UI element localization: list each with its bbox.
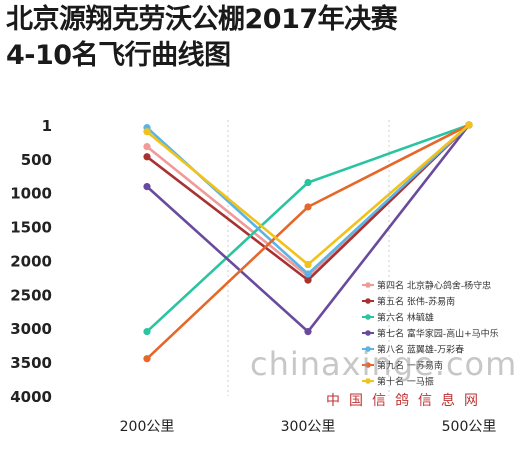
watermark-cn: 中国信鸽信息网 [326,392,487,409]
y-tick-label: 1000 [10,185,52,203]
data-point [143,328,151,336]
legend-entry: 第五名 张伟-苏易南 [377,296,455,308]
x-axis-ticks: 200公里 300公里 500公里 [120,419,497,435]
legend-swatch-dot [365,330,371,336]
data-point [304,328,312,336]
chart-title-line-1: 北京源翔克劳沃公棚2017年决赛 [6,4,398,35]
data-point [465,121,473,129]
legend-entry: 第六名 林毓雄 [377,312,434,324]
legend-entry: 第四名 北京静心鸽舍-杨守忠 [377,280,491,292]
y-tick-label: 2500 [10,286,52,304]
watermark: chinaxinge.com 中国信鸽信息网 [250,345,517,409]
legend-swatch-dot [365,282,371,288]
chart-title: 北京源翔克劳沃公棚2017年决赛 4-10名飞行曲线图 [6,2,398,74]
data-point [143,143,151,151]
y-tick-label: 1 [42,117,52,135]
legend-swatch-dot [365,378,371,384]
data-point [143,355,151,363]
legend-swatch-dot [365,346,371,352]
chart-title-line-2: 4-10名飞行曲线图 [6,40,231,71]
legend-entry: 第七名 富华家园-高山+马中乐 [377,328,499,340]
data-point [143,128,151,136]
data-point [143,153,151,161]
data-point [304,178,312,187]
y-tick-label: 500 [21,151,52,169]
legend-entry: 第八名 蓝翼雄-万彩春 [377,344,464,356]
legend-entry: 第十名 一马振 [377,376,434,388]
legend-entry: 第九名 一苏易南 [377,360,443,372]
x-tick-label: 200公里 [120,419,175,435]
legend-swatch-dot [365,314,371,320]
legend-swatch-dot [365,298,371,304]
series-line-5 [146,124,470,276]
series-line-1 [146,124,470,278]
data-point [143,183,151,191]
data-point [304,260,312,269]
data-point [304,203,312,211]
data-point [304,270,312,278]
y-tick-label: 1500 [10,219,52,237]
y-tick-label: 3500 [10,354,52,372]
watermark-site: chinaxinge.com [250,345,517,383]
x-tick-label: 300公里 [281,419,336,435]
data-point [304,276,312,284]
y-tick-label: 4000 [10,388,52,406]
series-lines [143,121,473,363]
x-tick-label: 500公里 [442,419,497,435]
y-tick-label: 3000 [10,320,52,338]
series-line-6 [146,123,470,360]
legend-swatch-dot [365,362,371,368]
y-tick-label: 2000 [10,252,52,270]
